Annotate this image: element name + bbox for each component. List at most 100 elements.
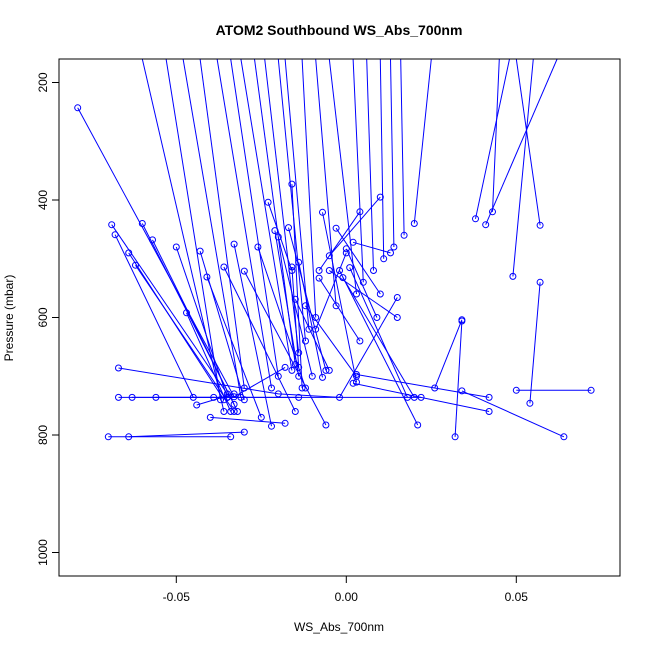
plot-frame	[58, 58, 621, 577]
profile-line	[318, 211, 361, 271]
profile-line	[182, 59, 242, 398]
data-point	[291, 361, 299, 368]
profile-line	[515, 59, 541, 226]
profile-line	[175, 246, 228, 398]
data-point	[373, 314, 381, 321]
profile-55	[515, 59, 544, 229]
data-point	[172, 243, 180, 251]
profile-66	[277, 59, 309, 345]
x-axis-label: WS_Abs_700nm	[294, 620, 384, 634]
data-point	[125, 249, 133, 257]
data-point	[349, 379, 357, 387]
profile-line	[264, 59, 300, 353]
profile-line	[339, 270, 419, 426]
data-point	[509, 272, 517, 280]
data-point	[152, 393, 160, 401]
profile-31	[295, 258, 326, 381]
profile-47	[353, 371, 493, 401]
profile-line	[492, 59, 500, 212]
profile-74	[390, 59, 398, 251]
data-point	[400, 231, 408, 239]
profile-64	[254, 59, 299, 368]
profile-76	[410, 59, 432, 227]
profile-line	[328, 59, 357, 295]
profile-line	[196, 393, 235, 406]
data-point	[451, 433, 459, 441]
x-tick-label: 0.00	[335, 590, 359, 604]
data-point	[230, 400, 238, 408]
profile-28	[285, 224, 330, 374]
data-point	[485, 393, 493, 401]
profile-59	[182, 59, 245, 401]
profile-53	[512, 386, 595, 394]
data-point	[315, 267, 323, 274]
profile-70	[328, 59, 360, 298]
profile-62	[230, 59, 282, 380]
data-point	[302, 337, 309, 345]
data-point	[203, 273, 211, 281]
profile-line	[390, 59, 395, 248]
data-point	[111, 231, 119, 239]
data-point	[322, 421, 330, 429]
data-point	[587, 386, 595, 394]
profile-line	[223, 266, 296, 412]
data-point	[315, 274, 323, 282]
y-tick-label: 1000	[36, 539, 50, 566]
profile-73	[379, 59, 388, 263]
data-point	[431, 384, 439, 392]
data-point	[458, 387, 466, 395]
y-tick-label: 800	[36, 425, 50, 445]
profile-line	[315, 252, 347, 330]
profile-line	[230, 59, 279, 377]
x-tick-label: 0.05	[505, 590, 529, 604]
profile-75	[400, 59, 408, 239]
y-tick-label: 200	[36, 72, 50, 92]
data-point	[336, 267, 343, 274]
data-point	[526, 399, 534, 407]
profile-38	[325, 267, 401, 321]
data-point	[332, 302, 340, 310]
profile-line	[298, 262, 323, 378]
data-point	[319, 208, 326, 216]
data-point	[227, 433, 235, 441]
profile-line	[277, 59, 306, 342]
data-point	[240, 267, 248, 275]
data-point	[332, 224, 340, 232]
profile-7	[149, 236, 241, 415]
profile-line	[400, 59, 405, 236]
series-layer	[74, 59, 595, 441]
data-point	[257, 413, 265, 421]
profile-36	[319, 208, 360, 386]
profile-line	[118, 297, 398, 398]
data-point	[359, 278, 367, 286]
data-point	[132, 261, 139, 269]
data-point	[370, 267, 377, 274]
data-point	[115, 364, 122, 372]
profile-line	[284, 59, 310, 330]
data-point	[149, 236, 156, 244]
data-point	[268, 422, 275, 430]
profile-34	[315, 274, 364, 345]
data-point	[281, 419, 289, 427]
profile-51	[482, 59, 558, 229]
data-point	[298, 384, 306, 392]
data-point	[353, 378, 360, 386]
profile-line	[315, 59, 337, 306]
profile-52	[509, 59, 534, 280]
profile-line	[141, 59, 225, 412]
profile-61	[216, 59, 275, 392]
profile-line	[329, 270, 398, 318]
profile-line	[291, 266, 300, 368]
profile-60	[199, 59, 248, 392]
data-point	[288, 366, 296, 374]
data-point	[115, 393, 122, 401]
data-point	[376, 193, 384, 201]
profile-line	[288, 227, 327, 371]
data-point	[220, 408, 228, 415]
data-point	[346, 264, 354, 272]
y-axis: 200 400 600 800 1000	[36, 72, 60, 566]
profile-13	[115, 294, 401, 401]
profile-line	[114, 234, 194, 398]
profile-line	[413, 59, 432, 224]
